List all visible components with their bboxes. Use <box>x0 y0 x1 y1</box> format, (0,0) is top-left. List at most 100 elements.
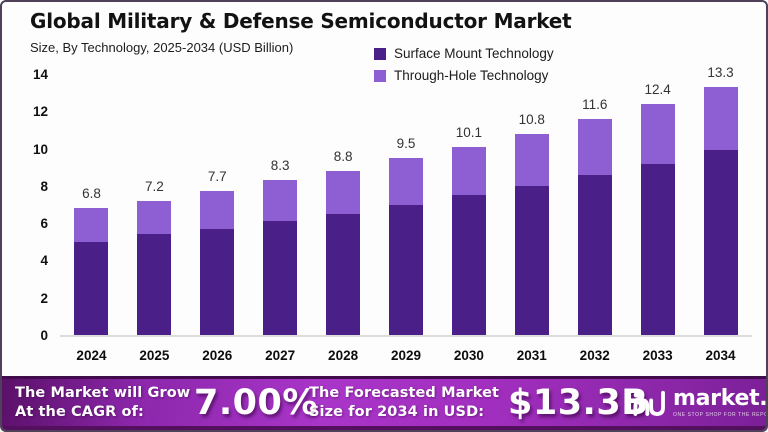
forecast-value: $13.3B <box>508 382 649 423</box>
legend-item-1: Through-Hole Technology <box>374 68 554 83</box>
segment-surface-mount-2030 <box>451 195 486 335</box>
cagr-label: The Market will Grow At the CAGR of: <box>15 384 190 422</box>
segment-through-hole-2032 <box>577 118 612 175</box>
bar-value-2030: 10.1 <box>455 124 483 140</box>
bar-value-2033: 12.4 <box>644 81 671 97</box>
x-label-2027: 2027 <box>265 348 296 363</box>
bar-chart: 0 2 4 6 8 10 12 14 6.8 2024 7.2 2025 7.7 2026 8.3 2027… <box>2 62 766 378</box>
marketus-logo: market.us One Stop Shop For The Reports <box>632 385 768 418</box>
segment-through-hole-2034 <box>703 87 738 151</box>
cagr-label-line1: The Market will Grow <box>15 384 191 401</box>
y-tick-10: 10 <box>32 141 48 157</box>
segment-through-hole-2027 <box>263 180 298 222</box>
forecast-label-line1: The Forecasted Market <box>309 384 500 401</box>
cagr-value: 7.00% <box>194 382 318 423</box>
segment-through-hole-2024 <box>74 208 109 242</box>
bar-stack-2030 <box>451 146 486 335</box>
chart-subtitle: Size, By Technology, 2025-2034 (USD Bill… <box>30 40 294 55</box>
segment-through-hole-2026 <box>200 191 235 229</box>
y-tick-14: 14 <box>32 67 48 82</box>
bar-stack-2033 <box>640 103 675 335</box>
bar-slot-2031: 10.8 2031 <box>500 76 563 363</box>
bar-value-2024: 6.8 <box>82 186 101 202</box>
y-tick-12: 12 <box>32 104 48 120</box>
y-axis: 0 2 4 6 8 10 12 14 <box>2 62 50 378</box>
bar-slot-2032: 11.6 2032 <box>563 76 626 363</box>
x-label-2031: 2031 <box>516 348 547 363</box>
bar-stack-2026 <box>200 191 235 335</box>
bar-slot-2028: 8.8 2028 <box>312 76 375 363</box>
x-label-2025: 2025 <box>139 348 170 363</box>
segment-surface-mount-2028 <box>326 213 361 335</box>
y-tick-0: 0 <box>40 328 48 343</box>
segment-surface-mount-2031 <box>514 185 549 335</box>
bar-value-2029: 9.5 <box>396 135 416 151</box>
x-label-2024: 2024 <box>76 348 107 363</box>
segment-surface-mount-2026 <box>200 228 235 335</box>
bar-slot-2029: 9.5 2029 <box>375 76 438 363</box>
marketus-logo-textwrap: market.us One Stop Shop For The Reports <box>673 385 768 418</box>
segment-surface-mount-2024 <box>74 241 109 335</box>
bar-slot-2025: 7.2 2025 <box>123 76 186 363</box>
y-tick-2: 2 <box>40 290 48 306</box>
legend-label: Through-Hole Technology <box>394 68 549 83</box>
segment-through-hole-2030 <box>451 146 486 196</box>
bar-stack-2032 <box>577 118 612 335</box>
bar-slot-2034: 13.3 2034 <box>689 65 752 363</box>
bar-value-2032: 11.6 <box>582 96 608 112</box>
bar-value-2025: 7.2 <box>144 178 164 194</box>
cagr-label-line2: At the CAGR of: <box>15 403 144 420</box>
legend-label: Surface Mount Technology <box>394 46 554 61</box>
marketus-logo-tagline: One Stop Shop For The Reports <box>673 411 766 418</box>
bar-value-2026: 7.7 <box>207 169 227 185</box>
y-tick-4: 4 <box>40 253 48 269</box>
segment-surface-mount-2029 <box>388 204 423 335</box>
x-label-2029: 2029 <box>390 348 422 363</box>
footer-banner: The Market will Grow At the CAGR of: 7.0… <box>2 376 768 430</box>
bar-stack-2031 <box>514 133 549 335</box>
y-tick-6: 6 <box>40 216 48 232</box>
page-title: Global Military & Defense Semiconductor … <box>30 9 572 33</box>
x-label-2033: 2033 <box>642 348 673 363</box>
y-tick-8: 8 <box>40 178 48 194</box>
x-label-2028: 2028 <box>328 348 359 363</box>
bar-value-2034: 13.3 <box>707 65 734 81</box>
segment-surface-mount-2032 <box>577 174 612 335</box>
chart-legend: Surface Mount Technology Through-Hole Tec… <box>374 46 554 90</box>
bar-stack-2029 <box>388 157 423 335</box>
segment-surface-mount-2025 <box>137 234 172 335</box>
marketus-logo-icon <box>633 390 665 416</box>
x-label-2026: 2026 <box>202 348 233 363</box>
legend-swatch-icon <box>374 47 386 60</box>
x-label-2034: 2034 <box>705 348 736 363</box>
bar-slot-2033: 12.4 2033 <box>626 76 689 363</box>
bar-slot-2030: 10.1 2030 <box>437 76 500 363</box>
segment-through-hole-2029 <box>388 157 423 205</box>
bar-value-2027: 8.3 <box>270 158 290 174</box>
forecast-label: The Forecasted Market Size for 2034 in U… <box>309 384 499 422</box>
forecast-label-line2: Size for 2034 in USD: <box>309 403 485 420</box>
segment-through-hole-2031 <box>514 133 549 186</box>
segment-surface-mount-2033 <box>640 163 675 335</box>
bar-value-2028: 8.8 <box>333 148 353 164</box>
legend-item-0: Surface Mount Technology <box>374 46 554 61</box>
bar-slot-2026: 7.7 2026 <box>186 76 249 363</box>
bar-value-2031: 10.8 <box>518 111 545 127</box>
x-label-2032: 2032 <box>579 348 610 363</box>
legend-swatch-icon <box>374 69 386 82</box>
bar-slot-2024: 6.8 2024 <box>60 76 123 363</box>
segment-surface-mount-2034 <box>703 150 738 335</box>
bar-slot-2027: 8.3 2027 <box>249 76 312 363</box>
segment-through-hole-2025 <box>137 200 172 235</box>
bar-stack-2025 <box>137 200 172 335</box>
bar-stack-2024 <box>74 208 109 335</box>
x-label-2030: 2030 <box>453 348 484 363</box>
bar-stack-2027 <box>263 180 298 335</box>
segment-through-hole-2028 <box>326 170 361 214</box>
bar-stack-2034 <box>703 87 738 335</box>
bar-stack-2028 <box>326 170 361 335</box>
plot-area: 6.8 2024 7.2 2025 7.7 2026 8.3 2027 8.8 2028 9.5 20… <box>60 65 752 363</box>
marketus-logo-text: market.us <box>673 385 768 411</box>
segment-surface-mount-2027 <box>263 221 298 335</box>
